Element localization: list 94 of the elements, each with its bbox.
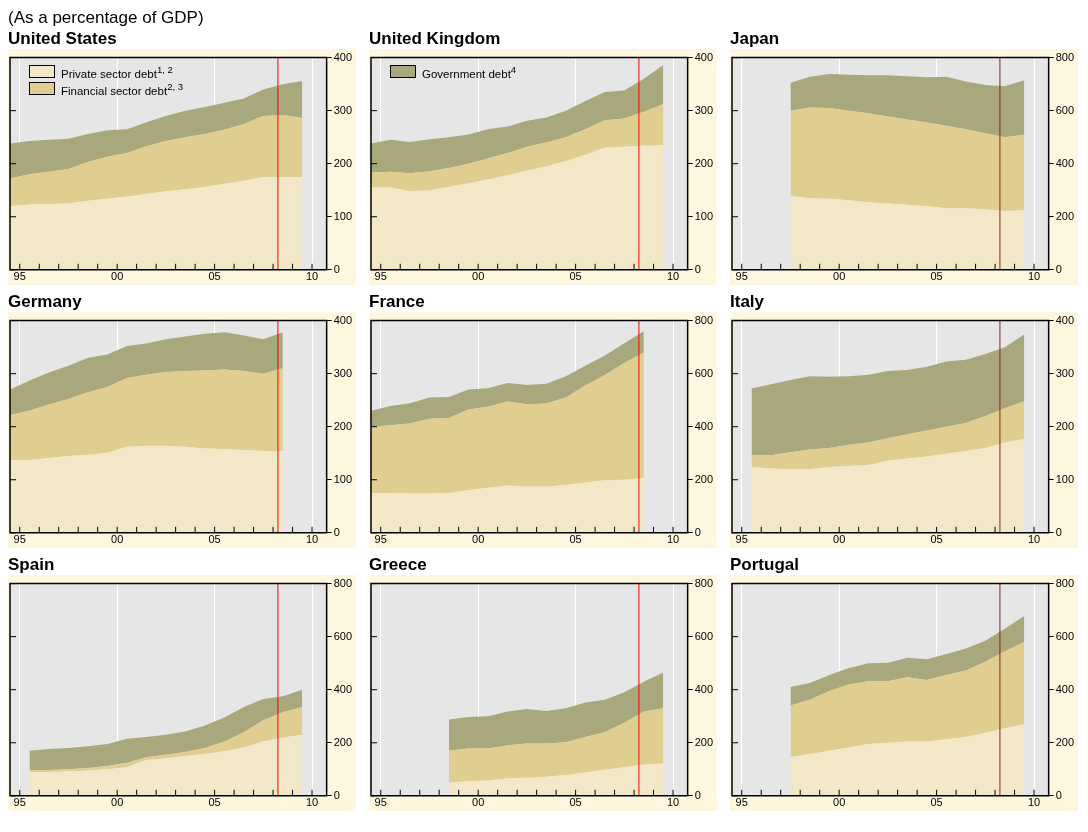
x-tick-label: 95 (374, 270, 387, 283)
x-tick-label: 00 (111, 533, 124, 546)
x-tick-label: 00 (111, 796, 124, 809)
y-tick-label: 300 (1055, 366, 1075, 379)
x-tick-label: 00 (111, 270, 124, 283)
y-tick-label: 400 (1055, 682, 1075, 695)
y-tick-label: 800 (694, 313, 714, 326)
x-tick-label: 00 (833, 796, 846, 809)
y-tick-label: 400 (694, 682, 714, 695)
chart-title: United States (8, 28, 118, 49)
y-tick-label: 200 (1055, 419, 1075, 432)
chart-title: Greece (369, 554, 428, 575)
x-tick-label: 05 (208, 796, 221, 809)
y-tick-label: 800 (1055, 50, 1075, 63)
x-tick-label: 05 (208, 270, 221, 283)
x-tick-label: 95 (735, 533, 748, 546)
y-tick-label: 200 (694, 472, 714, 485)
y-tick-label: 600 (1055, 629, 1075, 642)
chart-subtitle: (As a percentage of GDP) (8, 8, 205, 28)
y-tick-label: 0 (694, 525, 701, 538)
chart-title: France (369, 291, 426, 312)
x-tick-label: 10 (305, 270, 319, 283)
y-tick-label: 0 (1055, 525, 1062, 538)
x-tick-label: 95 (374, 796, 387, 809)
x-tick-label: 10 (1027, 533, 1041, 546)
chart-title: United Kingdom (369, 28, 502, 49)
x-tick-label: 10 (666, 796, 680, 809)
y-tick-label: 400 (694, 50, 714, 63)
x-tick-label: 95 (374, 533, 387, 546)
y-tick-label: 800 (1055, 576, 1075, 589)
x-tick-label: 10 (666, 533, 680, 546)
x-tick-label: 05 (569, 270, 582, 283)
chart-title: Spain (8, 554, 56, 575)
legend-label: Private sector debt$^{1, 2}$ (61, 63, 173, 80)
y-tick-label: 200 (333, 419, 353, 432)
y-tick-label: 200 (333, 156, 353, 169)
y-tick-label: 600 (694, 629, 714, 642)
x-tick-label: 05 (569, 796, 582, 809)
y-tick-label: 300 (694, 103, 714, 116)
chart-title: Portugal (730, 554, 800, 575)
y-tick-label: 400 (1055, 313, 1075, 326)
y-tick-label: 100 (694, 209, 714, 222)
y-tick-label: 0 (1055, 788, 1062, 801)
y-tick-label: 400 (333, 50, 353, 63)
y-tick-label: 200 (694, 156, 714, 169)
x-tick-label: 00 (833, 533, 846, 546)
y-tick-label: 200 (1055, 209, 1075, 222)
y-tick-label: 200 (1055, 735, 1075, 748)
x-tick-label: 95 (13, 270, 26, 283)
y-tick-label: 400 (1055, 156, 1075, 169)
y-tick-label: 100 (333, 209, 353, 222)
chart-title: Italy (730, 291, 766, 312)
x-tick-label: 00 (472, 533, 485, 546)
x-tick-label: 95 (735, 796, 748, 809)
y-tick-label: 300 (333, 103, 353, 116)
y-tick-label: 0 (333, 262, 340, 275)
y-tick-label: 100 (333, 472, 353, 485)
legend-label: Financial sector debt$^{2, 3}$ (61, 80, 184, 97)
y-tick-label: 0 (694, 262, 701, 275)
y-tick-label: 200 (694, 735, 714, 748)
x-tick-label: 10 (305, 533, 319, 546)
legend-label: Government debt$^{4}$ (422, 63, 517, 80)
x-tick-label: 05 (569, 533, 582, 546)
y-tick-label: 0 (694, 788, 701, 801)
chart-title: Japan (730, 28, 781, 49)
y-tick-label: 0 (333, 525, 340, 538)
x-tick-label: 10 (305, 796, 319, 809)
x-tick-label: 05 (930, 270, 943, 283)
y-tick-label: 400 (333, 682, 353, 695)
y-tick-label: 400 (694, 419, 714, 432)
x-tick-label: 00 (472, 270, 485, 283)
y-tick-label: 0 (1055, 262, 1062, 275)
y-tick-label: 400 (333, 313, 353, 326)
y-tick-label: 600 (333, 629, 353, 642)
x-tick-label: 95 (13, 533, 26, 546)
x-tick-label: 05 (208, 533, 221, 546)
x-tick-label: 05 (930, 533, 943, 546)
x-tick-label: 10 (1027, 796, 1041, 809)
y-tick-label: 100 (1055, 472, 1075, 485)
x-tick-label: 95 (13, 796, 26, 809)
y-tick-label: 800 (333, 576, 353, 589)
y-tick-label: 300 (333, 366, 353, 379)
y-tick-label: 200 (333, 735, 353, 748)
x-tick-label: 10 (666, 270, 680, 283)
x-tick-label: 00 (472, 796, 485, 809)
x-tick-label: 05 (930, 796, 943, 809)
chart-title: Germany (8, 291, 83, 312)
x-tick-label: 10 (1027, 270, 1041, 283)
y-tick-label: 600 (1055, 103, 1075, 116)
y-tick-label: 800 (694, 576, 714, 589)
x-tick-label: 00 (833, 270, 846, 283)
y-tick-label: 0 (333, 788, 340, 801)
x-tick-label: 95 (735, 270, 748, 283)
y-tick-label: 600 (694, 366, 714, 379)
